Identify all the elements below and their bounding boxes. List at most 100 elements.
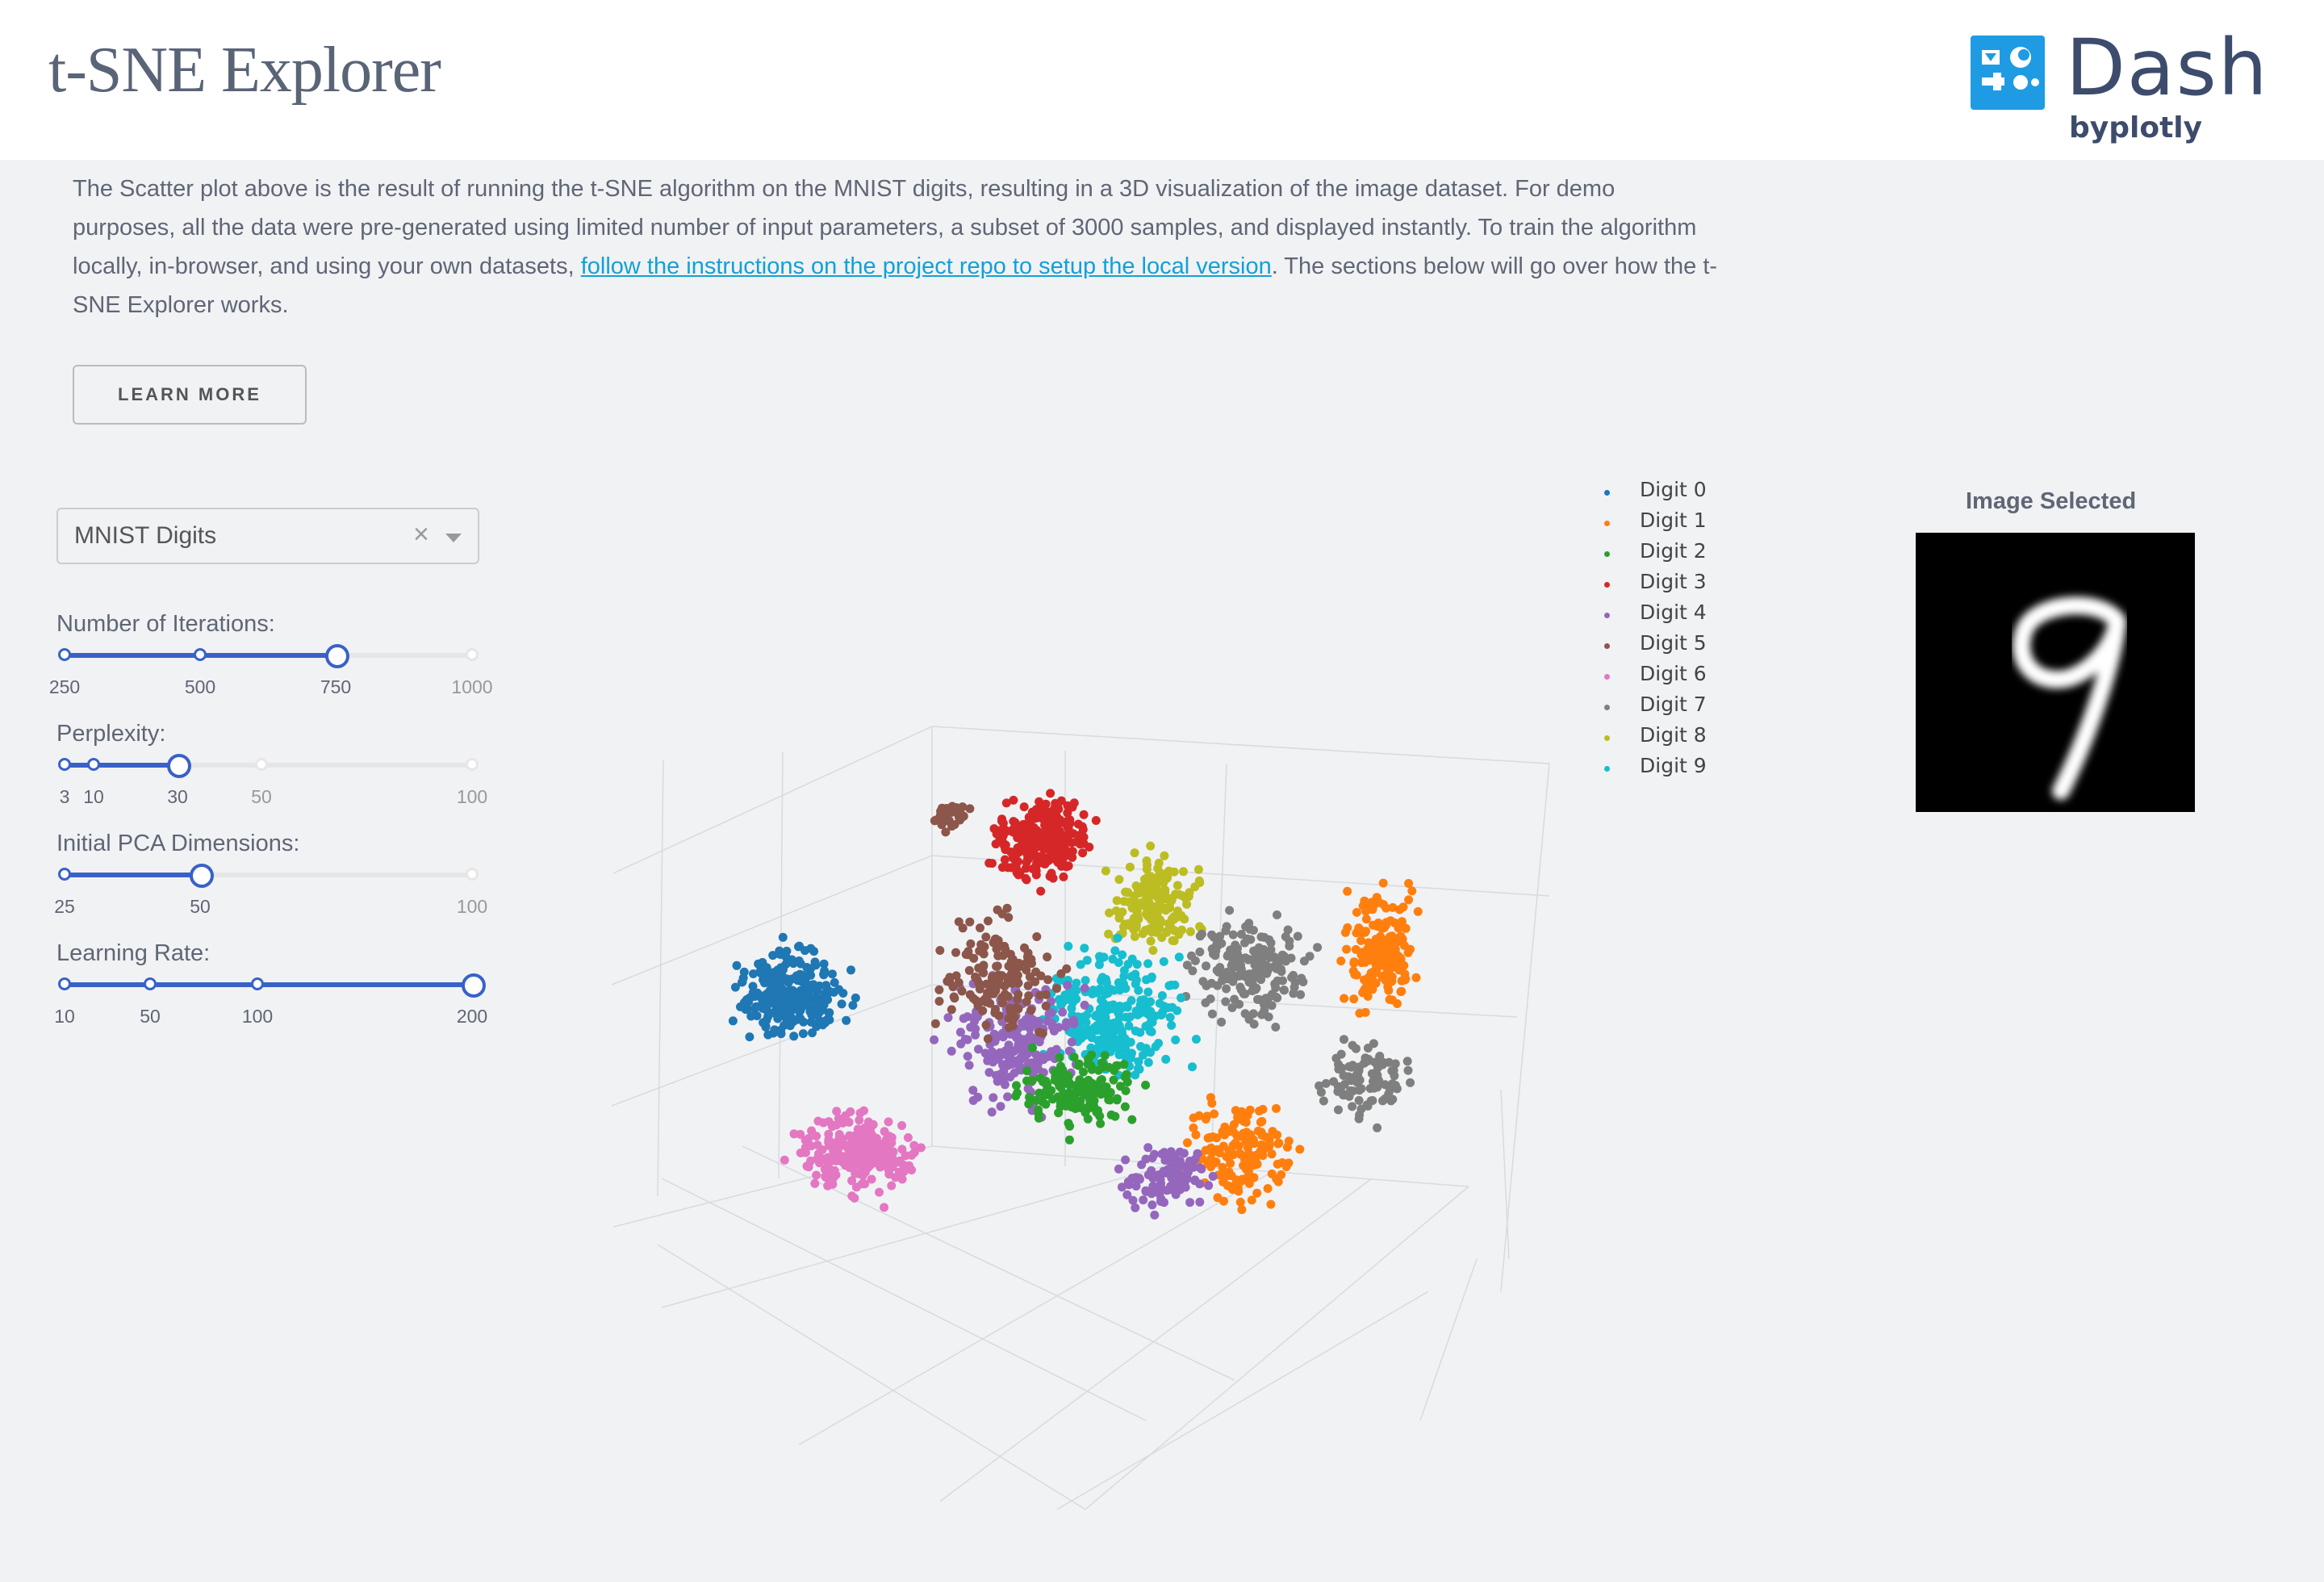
scatter-point[interactable] (983, 1034, 993, 1044)
scatter-point[interactable] (772, 992, 782, 1002)
scatter-point[interactable] (1120, 1102, 1130, 1111)
scatter-point[interactable] (1378, 1096, 1387, 1106)
scatter-point[interactable] (1369, 1039, 1378, 1048)
scatter-point[interactable] (1060, 990, 1070, 1000)
scatter-point[interactable] (1411, 973, 1421, 982)
scatter-point[interactable] (1180, 914, 1189, 924)
scatter-point[interactable] (1297, 973, 1306, 983)
scatter-point[interactable] (895, 1156, 905, 1166)
scatter-point[interactable] (1284, 1136, 1294, 1146)
scatter-point[interactable] (855, 1108, 865, 1118)
scatter-point[interactable] (1009, 817, 1018, 827)
scatter-point[interactable] (1218, 1162, 1227, 1172)
scatter-point[interactable] (1146, 936, 1156, 946)
scatter-point[interactable] (819, 959, 829, 969)
scatter-point[interactable] (1354, 1114, 1364, 1124)
scatter-point[interactable] (867, 1131, 877, 1140)
scatter-point[interactable] (1245, 1105, 1255, 1115)
scatter-point[interactable] (1150, 1149, 1159, 1159)
scatter-point[interactable] (1022, 835, 1031, 844)
scatter-point[interactable] (1116, 1004, 1126, 1014)
scatter-point[interactable] (998, 1032, 1008, 1042)
scatter-point[interactable] (1072, 978, 1081, 988)
scatter-point[interactable] (1072, 1084, 1081, 1094)
scatter-point[interactable] (1070, 1090, 1080, 1100)
scatter-point[interactable] (1052, 984, 1061, 994)
scatter-point[interactable] (886, 1150, 896, 1160)
scatter-point[interactable] (1141, 1154, 1151, 1164)
slider-track[interactable] (65, 763, 472, 768)
scatter-point[interactable] (846, 1132, 856, 1141)
scatter-point[interactable] (1190, 956, 1200, 965)
slider-handle[interactable] (167, 754, 191, 778)
scatter-point[interactable] (1340, 1035, 1348, 1044)
scatter-point[interactable] (1295, 1145, 1305, 1154)
scatter-point[interactable] (974, 1044, 983, 1054)
scatter-point[interactable] (794, 942, 803, 952)
scatter-point[interactable] (1143, 987, 1153, 997)
scatter-point[interactable] (857, 1143, 867, 1153)
scatter-point[interactable] (824, 1137, 834, 1147)
scatter-point[interactable] (745, 1032, 754, 1042)
scatter-point[interactable] (789, 1129, 799, 1139)
scatter-point[interactable] (1153, 864, 1163, 873)
scatter-point[interactable] (823, 1153, 833, 1162)
scatter-point[interactable] (1369, 980, 1378, 990)
scatter-point[interactable] (789, 988, 799, 998)
scatter-point[interactable] (988, 1047, 997, 1057)
slider-handle[interactable] (190, 864, 214, 888)
scatter-point[interactable] (947, 1005, 956, 1015)
scatter-point[interactable] (988, 859, 997, 868)
scatter-point[interactable] (1114, 1021, 1124, 1031)
scatter-point[interactable] (991, 1005, 1000, 1014)
scatter-point[interactable] (837, 999, 846, 1009)
scatter-point[interactable] (1114, 875, 1124, 885)
scatter-point[interactable] (860, 1167, 870, 1177)
scatter-point[interactable] (1068, 829, 1078, 839)
scatter-point[interactable] (1356, 1084, 1366, 1094)
scatter-point[interactable] (1349, 958, 1359, 968)
scatter-point[interactable] (1252, 1159, 1262, 1169)
scatter-point[interactable] (1039, 858, 1048, 868)
scatter-point[interactable] (1141, 1186, 1151, 1195)
scatter-point[interactable] (1271, 1023, 1281, 1032)
scatter-point[interactable] (1207, 1099, 1217, 1108)
scatter-point[interactable] (1064, 941, 1073, 951)
scatter-point[interactable] (1127, 1115, 1137, 1124)
scatter-point[interactable] (1185, 927, 1195, 936)
scatter-point[interactable] (1267, 1001, 1277, 1011)
scatter-point[interactable] (1166, 1147, 1176, 1157)
scatter-point[interactable] (1157, 991, 1167, 1000)
scatter-point[interactable] (973, 1001, 983, 1011)
scatter-point[interactable] (1160, 1156, 1170, 1165)
scatter-point[interactable] (984, 1068, 994, 1078)
scatter-point[interactable] (796, 1006, 805, 1015)
scatter-point[interactable] (1195, 1197, 1205, 1207)
scatter-point[interactable] (1263, 1140, 1272, 1150)
scatter-point[interactable] (1035, 797, 1044, 806)
scatter-point[interactable] (763, 1030, 773, 1040)
scatter-point[interactable] (1206, 994, 1215, 1003)
scatter-point[interactable] (785, 1021, 795, 1031)
scatter-point[interactable] (1166, 923, 1176, 932)
scatter-point[interactable] (1397, 986, 1407, 996)
slider-handle[interactable] (462, 973, 486, 998)
scatter-point[interactable] (1012, 1081, 1021, 1090)
scatter-point[interactable] (1378, 952, 1388, 962)
scatter-point[interactable] (963, 1052, 972, 1061)
scatter-point[interactable] (1114, 914, 1124, 923)
scatter-point[interactable] (1022, 958, 1031, 968)
scatter-point[interactable] (1113, 933, 1122, 943)
scatter-point[interactable] (1256, 1117, 1265, 1127)
scatter-point[interactable] (1221, 997, 1231, 1007)
scatter-point[interactable] (868, 1120, 878, 1129)
scatter-point[interactable] (964, 965, 974, 975)
scatter-point[interactable] (1381, 960, 1390, 969)
scatter-point[interactable] (1176, 1157, 1185, 1166)
scatter-point[interactable] (1381, 920, 1390, 930)
scatter-point[interactable] (1146, 872, 1156, 881)
scatter-point[interactable] (1026, 1006, 1036, 1015)
scatter-point[interactable] (963, 1012, 972, 1022)
scatter-point[interactable] (1049, 1026, 1059, 1036)
scatter-point[interactable] (1167, 980, 1177, 990)
